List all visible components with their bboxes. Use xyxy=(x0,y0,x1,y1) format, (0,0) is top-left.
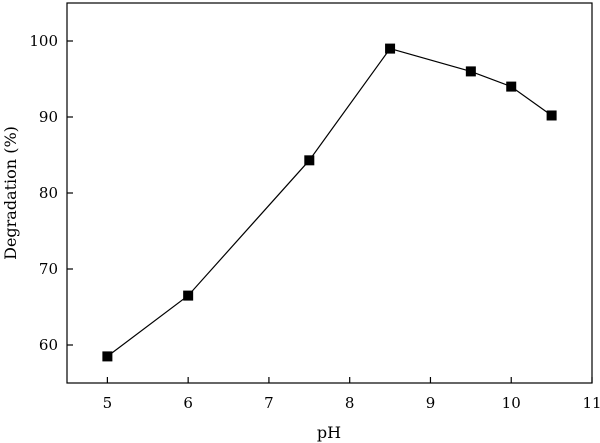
data-point-marker xyxy=(546,110,557,121)
x-tick-label: 6 xyxy=(183,394,193,412)
data-point-marker xyxy=(465,66,476,77)
y-axis-title: Degradation (%) xyxy=(1,126,20,260)
plot-frame xyxy=(66,2,593,384)
data-point-marker xyxy=(385,43,396,54)
data-point-marker xyxy=(102,351,113,362)
y-tick-label: 90 xyxy=(39,108,58,126)
x-tick-label: 8 xyxy=(345,394,355,412)
x-tick-label: 11 xyxy=(582,394,600,412)
series-group xyxy=(102,43,557,362)
y-tick-label: 70 xyxy=(39,260,58,278)
data-point-marker xyxy=(304,155,315,166)
x-axis-title: pH xyxy=(317,423,341,442)
x-tick-label: 5 xyxy=(103,394,113,412)
x-tick-label: 7 xyxy=(264,394,274,412)
y-tick-label: 80 xyxy=(39,184,58,202)
y-axis-ticks: 60 70 80 90 100 xyxy=(29,32,73,354)
series-line xyxy=(107,47,552,357)
data-point-marker xyxy=(183,290,194,301)
data-point-marker xyxy=(506,81,517,92)
x-tick-label: 9 xyxy=(426,394,436,412)
y-tick-label: 100 xyxy=(29,32,58,50)
y-tick-label: 60 xyxy=(39,336,58,354)
x-tick-label: 10 xyxy=(502,394,521,412)
x-axis-ticks: 5 6 7 8 9 10 11 xyxy=(103,377,600,412)
